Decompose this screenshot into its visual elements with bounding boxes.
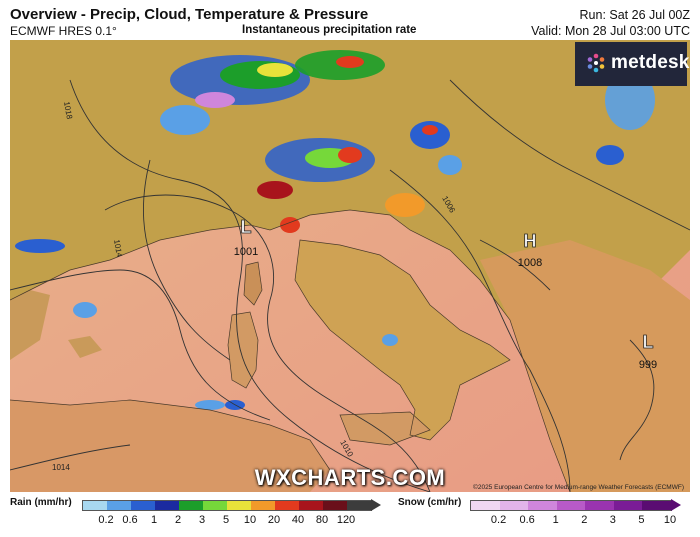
high-marker: H [524,231,537,251]
rain-legend-tick: 1 [150,514,158,526]
rain-legend-tick: 2 [174,514,182,526]
snow-color-swatch [613,501,643,510]
wxcharts-watermark: WXCHARTS.COM [254,465,446,490]
rain-legend-tick: 20 [267,514,281,526]
chart-subtitle: Instantaneous precipitation rate [242,24,417,36]
snow-color-swatch [556,501,586,510]
balearic-islands [68,336,102,358]
rain-legend-tick: 120 [336,514,356,526]
chart-header: Overview - Precip, Cloud, Temperature & … [0,0,700,40]
snow-color-swatch [528,501,557,510]
metdesk-logo-text: metdesk [611,52,690,73]
snow-legend-title: Snow (cm/hr) [398,497,462,508]
borders [10,209,571,492]
low-marker: L [643,332,654,352]
rain-legend-arrow [371,499,381,511]
italian-peninsula [295,240,510,440]
rain-legend: Rain (mm/hr) 0.2 0.6 1 2 3 5 10 20 40 80 120 [10,497,390,537]
balkans [480,240,690,492]
snow-legend: Snow (cm/hr) 0.2 0.6 1 2 3 5 10 [398,497,694,537]
pressure-centres: L 1001 H 1008 L 999 [234,217,657,371]
rain-color-swatch [155,501,179,510]
snow-color-swatch [499,501,529,510]
rain-color-swatch [275,501,299,510]
continental-europe [10,40,690,492]
rain-legend-tick: 3 [198,514,206,526]
weather-map: L 1001 H 1008 L 999 1018 1014 1014 1010 … [10,40,690,492]
model-name: ECMWF HRES 0.1° [10,24,117,38]
metdesk-logo-icon [587,53,605,73]
snow-legend-tick: 0.2 [490,514,507,526]
snow-color-swatch [585,501,614,510]
rain-legend-tick: 0.6 [122,514,138,526]
snow-legend-tick: 10 [663,514,677,526]
isobar-label: 1014 [52,463,70,472]
rain-color-swatch [299,501,323,510]
rain-color-swatch [179,501,203,510]
snow-legend-tick: 0.6 [519,514,535,526]
iberia-edge [10,290,50,360]
snow-legend-tick: 3 [609,514,616,526]
sicily [340,412,430,445]
isobars [10,79,690,492]
run-time: Run: Sat 26 Jul 00Z [579,8,690,22]
sardinia [228,312,258,388]
snow-color-bar [470,500,672,511]
low-marker: L [241,217,252,237]
rain-legend-tick: 10 [243,514,257,526]
north-africa [10,400,330,492]
snow-color-swatch [642,501,671,510]
map-svg: L 1001 H 1008 L 999 1018 1014 1014 1010 … [10,40,690,492]
snow-color-swatch [471,501,500,510]
isobar-label: 1014 [112,239,124,259]
valid-time: Valid: Mon 28 Jul 03:00 UTC [531,24,690,38]
rain-legend-tick: 80 [315,514,329,526]
rain-color-swatch [107,501,131,510]
rain-color-swatch [131,501,155,510]
rain-color-swatch [347,501,371,510]
copyright-notice: ©2025 European Centre for Medium-range W… [473,484,684,491]
rain-color-swatch [227,501,251,510]
rain-color-swatch [83,501,107,510]
rain-legend-tick: 40 [291,514,305,526]
snow-legend-tick: 5 [638,514,645,526]
snow-legend-tick: 2 [581,514,588,526]
rain-color-swatch [323,501,347,510]
low-value: 999 [639,359,657,371]
snow-legend-arrow [671,499,681,511]
rain-color-bar [82,500,372,511]
rain-legend-title: Rain (mm/hr) [10,497,72,508]
metdesk-logo: metdesk [575,42,690,86]
rain-color-swatch [251,501,275,510]
high-value: 1008 [518,257,542,269]
low-value: 1001 [234,246,258,258]
corsica [244,262,262,305]
chart-title: Overview - Precip, Cloud, Temperature & … [10,6,369,23]
isobar-label: 1018 [62,101,74,121]
rain-legend-tick: 5 [222,514,230,526]
rain-legend-tick: 0.2 [98,514,114,526]
rain-color-swatch [203,501,227,510]
snow-legend-tick: 1 [552,514,559,526]
